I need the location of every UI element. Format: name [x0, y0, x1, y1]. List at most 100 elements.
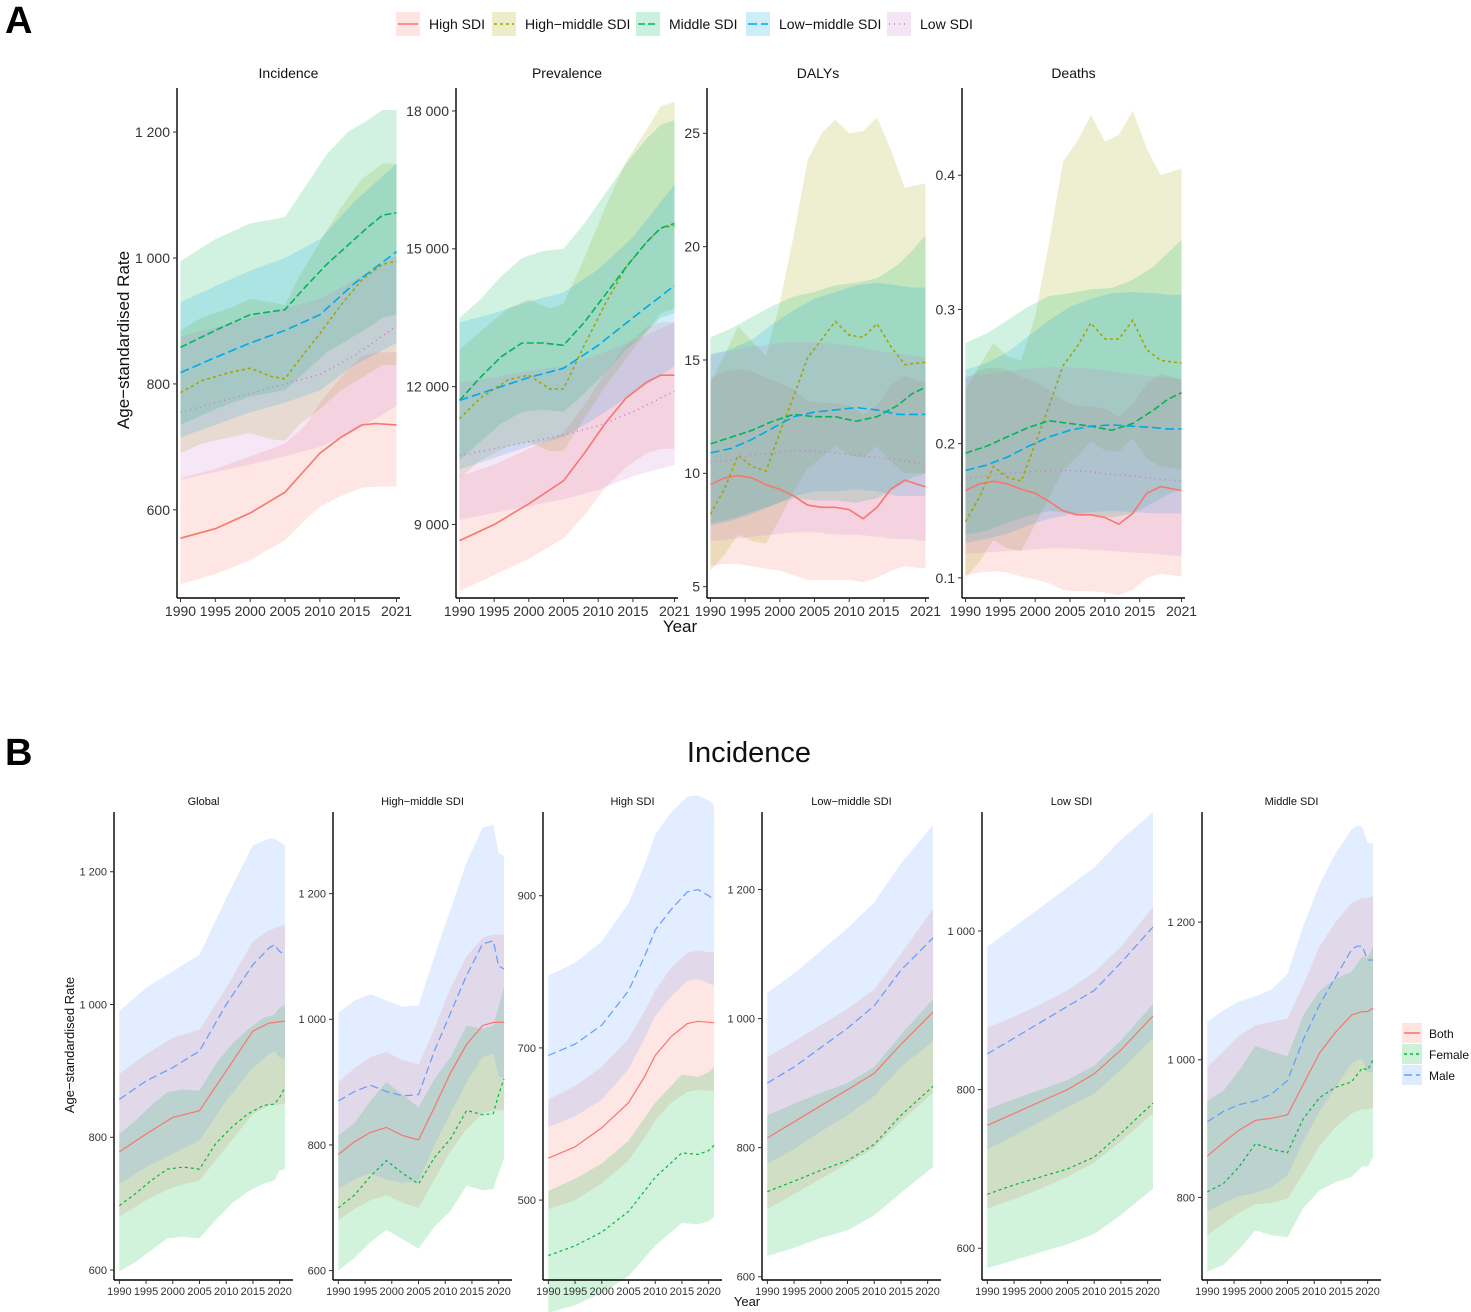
b-low-middle-sdi-y-tick-label: 800: [737, 1143, 755, 1155]
a-incidence-low-sdi-uncertainty-band: [180, 254, 397, 480]
a-deaths-y-tick-label: 0.1: [936, 570, 956, 586]
a-dalys-y-tick-label: 25: [684, 125, 700, 141]
b-high-middle-sdi-x-tick-label: 2000: [380, 1286, 404, 1298]
b-high-middle-sdi-x-tick-label: 1990: [326, 1286, 350, 1298]
a-prevalence-x-tick-label: 2021: [659, 603, 690, 619]
b-low-sdi-female-uncertainty-band: [987, 1004, 1153, 1269]
a-deaths-high-sdi-uncertainty-band: [965, 367, 1182, 596]
a-incidence-high-sdi-uncertainty-band: [180, 352, 397, 585]
legend-label-high-sdi: High SDI: [429, 16, 485, 32]
legend-item-low-sdi: Low SDI: [887, 12, 973, 36]
a-incidence-high-sdi-line: [180, 422, 397, 539]
b-middle-sdi-male-uncertainty-band: [1207, 825, 1373, 1212]
a-prevalence-low-sdi-uncertainty-band: [459, 322, 675, 520]
a-deaths-high-middle-sdi-uncertainty-band: [965, 110, 1182, 578]
a-dalys-y-tick-label: 15: [684, 352, 700, 368]
a-prevalence-facet: Prevalence 9 000 12 000 15 000 18 000 1990 199…: [406, 65, 690, 619]
b-global-y-tick-label: 1 200: [79, 867, 107, 879]
b-high-sdi-male-uncertainty-band: [548, 795, 714, 1127]
a-dalys-middle-sdi-line: [710, 386, 926, 445]
a-prevalence-x-tick-label: 1995: [479, 603, 510, 619]
a-deaths-middle-sdi-line: [965, 391, 1182, 454]
a-dalys-y-tick-label: 10: [684, 465, 700, 481]
b-low-sdi-both-uncertainty-band: [987, 907, 1153, 1209]
a-dalys-facet: DALYs 5 10 15 20 25 1990 1995 2000 2005 2010 2015 20…: [684, 65, 941, 619]
b-high-sdi-x-tick-label: 2015: [670, 1286, 694, 1298]
b-middle-sdi-x-tick-label: 2020: [1355, 1286, 1379, 1298]
a-dalys-low-sdi-uncertainty-band: [710, 341, 926, 542]
a-incidence-x-tick-label: 2010: [304, 603, 335, 619]
b-low-sdi-female-line: [987, 1102, 1154, 1195]
b-low-middle-sdi-y-tick-label: 600: [737, 1272, 755, 1284]
b-low-middle-sdi-male-line: [766, 937, 934, 1084]
b-middle-sdi-x-tick-label: 2010: [1302, 1286, 1326, 1298]
b-high-middle-sdi-both-uncertainty-band: [338, 934, 504, 1221]
b-low-middle-sdi-male-uncertainty-band: [767, 824, 933, 1164]
legend-label-female: Female: [1429, 1048, 1469, 1062]
b-global-x-tick-label: 1990: [107, 1286, 131, 1298]
b-middle-sdi-y-tick-label: 800: [1177, 1192, 1195, 1204]
b-low-middle-sdi-x-tick-label: 2005: [835, 1286, 859, 1298]
b-high-middle-sdi-y-tick-label: 800: [308, 1140, 326, 1152]
legend-label-high-middle-sdi: High−middle SDI: [525, 16, 630, 32]
b-global-y-tick-label: 800: [89, 1132, 107, 1144]
a-dalys-high-middle-sdi-line: [709, 320, 926, 515]
b-low-sdi-x-tick-label: 1995: [1002, 1286, 1026, 1298]
a-dalys-facet-title: DALYs: [797, 65, 840, 81]
b-low-middle-sdi-x-tick-label: 1990: [755, 1286, 779, 1298]
b-high-sdi-x-tick-label: 2010: [643, 1286, 667, 1298]
a-prevalence-low-sdi-line: [459, 390, 675, 457]
b-middle-sdi-both-uncertainty-band: [1207, 896, 1373, 1236]
a-incidence-y-tick-label: 800: [147, 376, 171, 392]
b-high-middle-sdi-facet-title: High−middle SDI: [381, 796, 464, 808]
a-deaths-middle-sdi-uncertainty-band: [965, 239, 1182, 535]
a-incidence-y-tick-label: 1 200: [135, 124, 170, 140]
a-dalys-high-sdi-line: [710, 474, 926, 520]
a-deaths-high-sdi-line: [965, 480, 1182, 526]
b-middle-sdi-x-tick-label: 1995: [1222, 1286, 1246, 1298]
a-incidence-low-middle-sdi-line: [180, 251, 397, 374]
a-prevalence-y-tick-label: 15 000: [406, 241, 449, 257]
b-low-sdi-male-line: [986, 926, 1154, 1055]
panel-b-x-axis-title: Year: [734, 1294, 761, 1309]
panel-a-y-axis-title: Age−standardised Rate: [114, 251, 133, 429]
a-prevalence-x-tick-label: 1990: [444, 603, 475, 619]
a-prevalence-x-tick-label: 2005: [548, 603, 579, 619]
b-low-middle-sdi-both-uncertainty-band: [767, 908, 933, 1209]
legend-panel-b: Both Female Male: [1402, 1023, 1469, 1085]
a-incidence-low-middle-sdi-uncertainty-band: [180, 163, 397, 438]
a-incidence-high-middle-sdi-line: [180, 260, 397, 394]
b-middle-sdi-facet-title: Middle SDI: [1265, 796, 1319, 808]
b-high-middle-sdi-x-tick-label: 2015: [460, 1286, 484, 1298]
legend-item-male: Male: [1402, 1065, 1455, 1085]
a-dalys-x-tick-label: 1995: [730, 603, 761, 619]
a-deaths-y-tick-label: 0.3: [936, 301, 956, 317]
a-deaths-low-sdi-uncertainty-band: [965, 367, 1182, 557]
a-prevalence-middle-sdi-line: [458, 222, 675, 401]
b-middle-sdi-both-line: [1206, 1007, 1374, 1157]
a-dalys-low-sdi-line: [710, 449, 926, 466]
b-low-sdi-y-tick-label: 1 000: [947, 926, 975, 938]
b-global-x-tick-label: 2010: [214, 1286, 238, 1298]
a-prevalence-y-tick-label: 18 000: [406, 103, 449, 119]
b-global-male-uncertainty-band: [119, 838, 285, 1184]
b-high-sdi-x-tick-label: 2000: [590, 1286, 614, 1298]
panel-b-title: Incidence: [687, 737, 811, 769]
legend-item-female: Female: [1402, 1044, 1469, 1064]
b-global-x-tick-label: 2015: [241, 1286, 265, 1298]
a-dalys-x-tick-label: 2005: [799, 603, 830, 619]
b-high-sdi-y-tick-label: 700: [518, 1043, 536, 1055]
a-deaths-low-middle-sdi-line: [965, 424, 1182, 472]
b-high-middle-sdi-x-tick-label: 1995: [353, 1286, 377, 1298]
a-dalys-x-tick-label: 2021: [910, 603, 941, 619]
b-high-middle-sdi-x-tick-label: 2005: [406, 1286, 430, 1298]
b-low-sdi-facet-title: Low SDI: [1051, 796, 1093, 808]
legend-label-both: Both: [1429, 1027, 1454, 1041]
a-incidence-x-tick-label: 2000: [235, 603, 266, 619]
a-deaths-low-sdi-line: [965, 469, 1182, 482]
b-low-middle-sdi-y-tick-label: 1 000: [727, 1013, 755, 1025]
b-middle-sdi-male-line: [1206, 945, 1373, 1123]
